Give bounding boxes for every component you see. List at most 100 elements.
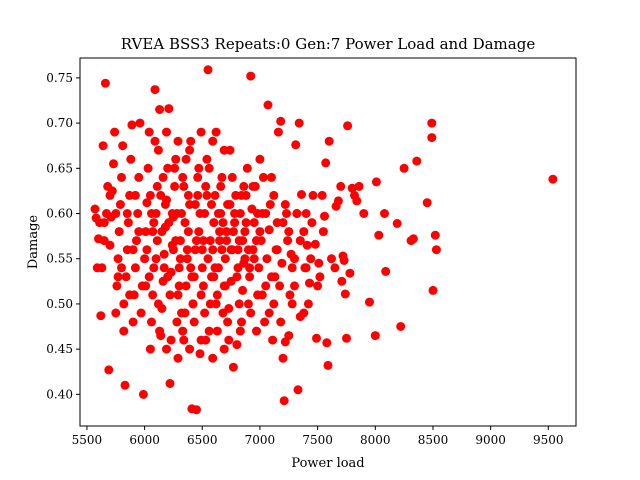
- data-point: [115, 200, 125, 209]
- data-point: [287, 299, 297, 309]
- data-point: [182, 245, 192, 255]
- data-point: [92, 263, 102, 273]
- data-point: [201, 181, 211, 191]
- data-point: [180, 218, 190, 228]
- data-point: [269, 299, 279, 309]
- data-point: [94, 234, 103, 244]
- data-point: [283, 236, 293, 246]
- data-point: [202, 190, 212, 200]
- x-axis-label: Power load: [291, 456, 364, 471]
- data-point: [208, 353, 218, 363]
- data-point: [173, 136, 183, 146]
- data-point: [243, 245, 253, 255]
- data-point: [336, 181, 346, 191]
- data-point: [135, 118, 145, 128]
- data-point: [197, 263, 207, 273]
- data-point: [193, 190, 203, 200]
- data-point: [132, 236, 141, 246]
- data-point: [179, 335, 189, 345]
- data-point: [187, 404, 197, 414]
- data-point: [119, 299, 129, 309]
- data-point: [145, 190, 155, 200]
- data-point: [209, 218, 219, 228]
- data-point: [98, 141, 108, 151]
- data-point: [118, 141, 128, 151]
- data-point: [215, 236, 225, 246]
- data-point: [241, 218, 251, 228]
- data-point: [280, 200, 290, 209]
- data-point: [277, 258, 287, 268]
- data-point: [212, 326, 222, 336]
- data-point: [268, 335, 278, 345]
- data-point: [306, 254, 316, 264]
- data-point: [280, 337, 290, 347]
- data-point: [200, 308, 210, 318]
- data-point: [264, 308, 274, 318]
- data-point: [165, 290, 175, 300]
- data-point: [111, 209, 121, 218]
- x-tick-label: 6500: [187, 433, 218, 447]
- data-point: [113, 272, 123, 282]
- data-point: [330, 263, 340, 273]
- data-point: [153, 299, 163, 309]
- data-point: [232, 272, 242, 282]
- data-point: [324, 136, 334, 146]
- data-point: [427, 133, 437, 143]
- data-point: [147, 209, 156, 218]
- data-point: [234, 299, 244, 309]
- data-point: [174, 263, 184, 273]
- data-point: [396, 322, 406, 331]
- data-point: [323, 360, 333, 370]
- data-point: [163, 163, 173, 173]
- data-point: [220, 254, 230, 264]
- data-point: [217, 245, 227, 255]
- data-point: [249, 218, 259, 228]
- data-point: [305, 278, 314, 288]
- data-point: [144, 272, 154, 282]
- data-point: [430, 230, 440, 240]
- data-point: [158, 172, 168, 182]
- data-point: [141, 281, 151, 291]
- data-point: [168, 245, 178, 255]
- data-point: [381, 266, 391, 276]
- data-point: [431, 245, 441, 255]
- data-point: [125, 290, 135, 300]
- data-point: [246, 308, 256, 318]
- data-point: [142, 198, 152, 208]
- data-point: [149, 218, 159, 228]
- data-point: [128, 317, 138, 327]
- data-point: [198, 236, 208, 246]
- data-point: [301, 209, 311, 218]
- data-point: [354, 181, 364, 191]
- data-point: [230, 218, 240, 228]
- y-axis-label: Damage: [26, 215, 41, 270]
- data-point: [338, 251, 348, 261]
- data-point: [343, 121, 353, 131]
- data-point: [285, 290, 295, 300]
- data-point: [258, 172, 268, 182]
- data-point: [208, 245, 218, 255]
- data-point: [548, 174, 558, 184]
- data-point: [218, 308, 228, 318]
- data-point: [297, 190, 306, 199]
- data-point: [276, 317, 286, 327]
- x-tick-label: 8500: [418, 433, 449, 447]
- data-point: [157, 227, 167, 237]
- y-tick-label: 0.50: [46, 297, 73, 311]
- data-point: [186, 263, 196, 273]
- data-point: [261, 209, 271, 218]
- data-point: [193, 172, 203, 182]
- data-point: [350, 190, 359, 200]
- data-point: [143, 163, 153, 173]
- data-point: [130, 190, 140, 200]
- data-point: [134, 172, 144, 182]
- data-point: [290, 254, 299, 264]
- data-point: [294, 118, 304, 128]
- data-point: [140, 254, 150, 264]
- data-point: [162, 344, 171, 354]
- data-point: [272, 245, 282, 255]
- data-point: [262, 254, 272, 264]
- data-point: [110, 127, 120, 137]
- data-point: [318, 227, 328, 237]
- data-point: [105, 190, 115, 200]
